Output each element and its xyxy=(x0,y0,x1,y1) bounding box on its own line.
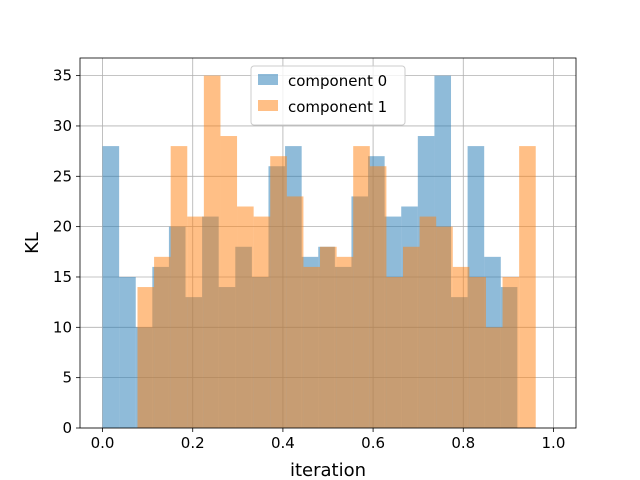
bar-component-1-bin-20 xyxy=(469,276,486,428)
bar-component-1-bin-18 xyxy=(436,226,453,428)
x-tick-label: 0.6 xyxy=(361,434,385,452)
bar-component-1-bin-19 xyxy=(452,266,470,428)
bar-component-1-bin-13 xyxy=(353,146,370,428)
bar-component-1-bin-0 xyxy=(137,287,155,428)
bar-component-1-bin-8 xyxy=(270,156,287,428)
bar-component-1-bin-15 xyxy=(386,276,403,428)
y-tick-label: 15 xyxy=(53,268,72,286)
legend-swatch-component-0 xyxy=(258,74,278,85)
x-tick-label: 0.0 xyxy=(91,434,115,452)
x-tick-label: 1.0 xyxy=(542,434,566,452)
bar-component-1-bin-12 xyxy=(336,256,354,428)
x-tick-label: 0.2 xyxy=(181,434,205,452)
bar-component-0-bin-1 xyxy=(119,276,136,428)
legend-label-component-1: component 1 xyxy=(288,98,387,116)
y-tick-label: 10 xyxy=(53,318,72,336)
bar-component-1-bin-2 xyxy=(170,146,188,428)
x-tick-label: 0.4 xyxy=(271,434,295,452)
bar-component-0-bin-0 xyxy=(102,146,120,428)
bar-component-1-bin-16 xyxy=(402,246,420,428)
legend: component 0 component 1 xyxy=(250,65,406,126)
y-tick-label: 0 xyxy=(62,419,72,437)
bar-component-1-bin-1 xyxy=(154,256,171,428)
bar-component-1-bin-10 xyxy=(303,266,321,428)
bar-component-1-bin-21 xyxy=(485,327,503,428)
bar-component-1-bin-23 xyxy=(519,146,536,428)
y-tick-label: 30 xyxy=(53,117,72,135)
legend-box xyxy=(250,65,406,126)
plot-frame xyxy=(79,57,577,429)
x-tick-label: 0.8 xyxy=(451,434,475,452)
x-axis-label: iteration xyxy=(290,460,366,480)
y-axis: 0 5 10 15 20 25 30 35 xyxy=(53,67,80,437)
bar-component-1-bin-17 xyxy=(419,216,437,428)
y-tick-label: 35 xyxy=(53,67,72,85)
bar-component-1-bin-9 xyxy=(286,196,304,428)
legend-label-component-0: component 0 xyxy=(288,72,387,90)
bar-component-1-bin-22 xyxy=(502,276,520,428)
bar-component-1-bin-3 xyxy=(187,216,204,428)
y-axis-label: KL xyxy=(22,232,43,254)
bar-component-1-bin-6 xyxy=(237,206,254,428)
bar-component-1-bin-4 xyxy=(203,75,221,428)
bar-component-1-bin-5 xyxy=(220,136,238,428)
legend-swatch-component-1 xyxy=(258,100,278,111)
bar-component-1-bin-7 xyxy=(253,216,271,428)
y-tick-label: 20 xyxy=(53,218,72,236)
bar-component-1-bin-11 xyxy=(320,246,337,428)
y-tick-label: 25 xyxy=(53,167,72,185)
y-tick-label: 5 xyxy=(62,369,72,387)
bar-component-1-bin-14 xyxy=(369,166,387,428)
x-axis: 0.0 0.2 0.4 0.6 0.8 1.0 xyxy=(91,428,566,452)
bars xyxy=(102,75,536,428)
